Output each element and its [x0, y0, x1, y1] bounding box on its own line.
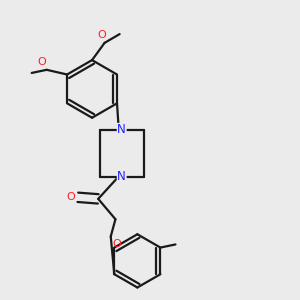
Text: N: N	[117, 170, 126, 183]
Text: O: O	[112, 239, 122, 249]
Text: O: O	[98, 30, 106, 40]
Text: O: O	[38, 57, 46, 67]
Text: N: N	[117, 124, 126, 136]
Text: O: O	[67, 192, 75, 202]
